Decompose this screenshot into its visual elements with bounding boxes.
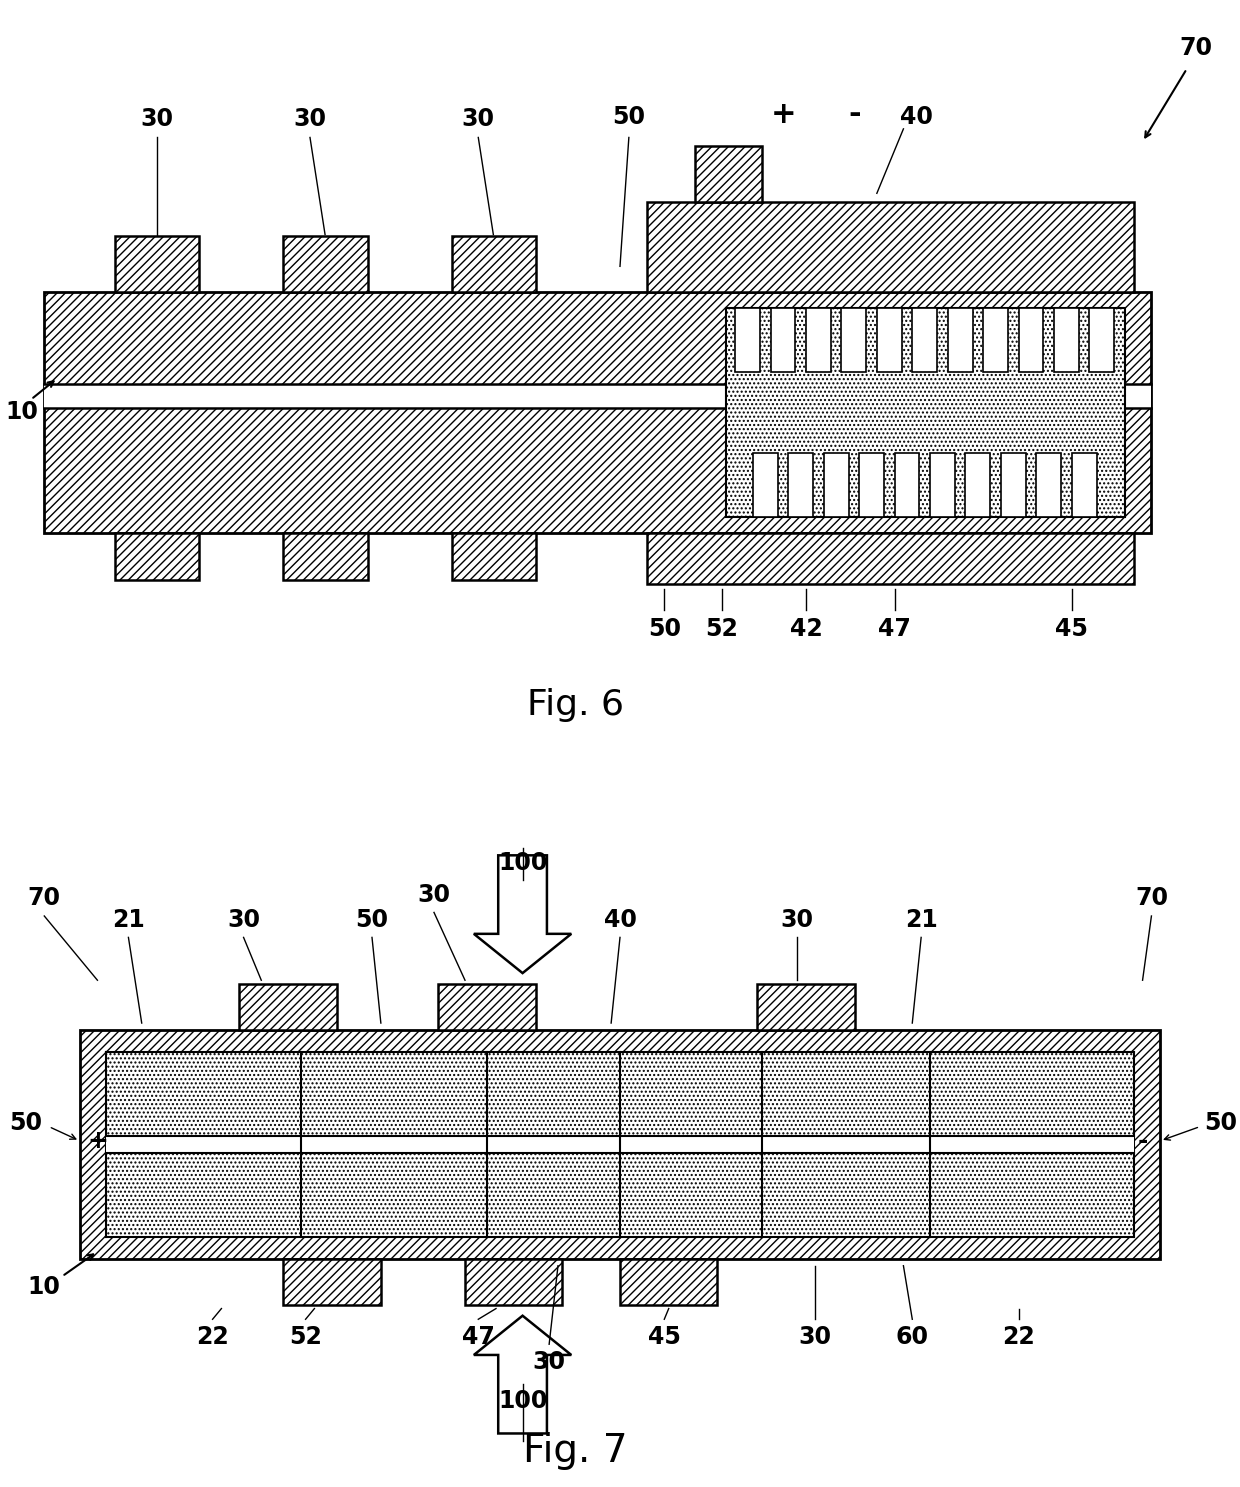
Text: 40: 40	[900, 106, 934, 129]
Text: -: -	[848, 100, 861, 129]
FancyArrow shape	[474, 855, 572, 972]
Text: 45: 45	[647, 1325, 681, 1349]
Bar	[45, 291, 1152, 532]
Text: 47: 47	[878, 617, 911, 641]
Bar	[877, 308, 901, 372]
Bar	[620, 1258, 718, 1306]
Text: 40: 40	[604, 907, 636, 932]
Text: 30: 30	[799, 1325, 831, 1349]
Text: 50: 50	[647, 617, 681, 641]
Bar	[753, 452, 777, 517]
Text: 50: 50	[1204, 1111, 1238, 1135]
Bar	[1090, 308, 1115, 372]
Text: 100: 100	[498, 851, 547, 874]
Bar	[239, 984, 336, 1030]
Text: 30: 30	[533, 1350, 565, 1374]
Bar	[806, 308, 831, 372]
Bar	[439, 984, 536, 1030]
Text: 50: 50	[356, 907, 388, 932]
Bar	[727, 308, 1125, 517]
Bar	[79, 1030, 1161, 1258]
Bar	[451, 532, 536, 580]
Text: 70: 70	[1135, 886, 1168, 910]
Bar	[1071, 452, 1096, 517]
Text: 21: 21	[905, 907, 937, 932]
Text: +: +	[87, 1129, 108, 1152]
Bar	[284, 1258, 381, 1306]
Text: 47: 47	[461, 1325, 495, 1349]
Text: 70: 70	[1179, 36, 1213, 59]
Text: Fig. 7: Fig. 7	[523, 1432, 627, 1471]
Bar	[789, 452, 813, 517]
Bar	[115, 236, 200, 291]
Text: +: +	[771, 100, 796, 129]
Text: 45: 45	[1055, 617, 1089, 641]
Bar	[770, 308, 795, 372]
Bar	[465, 1258, 563, 1306]
Text: 100: 100	[498, 1389, 547, 1413]
Text: 22: 22	[196, 1325, 229, 1349]
FancyArrow shape	[474, 1316, 572, 1433]
Text: 30: 30	[294, 107, 326, 131]
Text: 30: 30	[781, 907, 813, 932]
Text: 50: 50	[9, 1111, 42, 1135]
Bar	[735, 308, 760, 372]
Text: 10: 10	[27, 1276, 61, 1300]
Text: 52: 52	[706, 617, 738, 641]
Text: 50: 50	[613, 106, 645, 129]
Bar	[913, 308, 937, 372]
Bar	[107, 1051, 1133, 1237]
Text: 10: 10	[6, 400, 38, 424]
Bar	[1001, 452, 1025, 517]
Text: 30: 30	[461, 107, 495, 131]
Bar	[45, 384, 1152, 407]
Text: 22: 22	[1002, 1325, 1035, 1349]
Bar	[983, 308, 1008, 372]
Bar	[646, 202, 1133, 291]
Bar	[284, 532, 367, 580]
Bar	[966, 452, 991, 517]
Text: 30: 30	[140, 107, 174, 131]
Text: 52: 52	[289, 1325, 322, 1349]
Bar	[758, 984, 854, 1030]
Bar	[1054, 308, 1079, 372]
Bar	[823, 452, 848, 517]
Bar	[947, 308, 972, 372]
Bar	[859, 452, 884, 517]
Text: 30: 30	[227, 907, 260, 932]
Bar	[894, 452, 919, 517]
Text: 60: 60	[895, 1325, 929, 1349]
Bar	[646, 532, 1133, 584]
Text: Fig. 6: Fig. 6	[527, 687, 624, 721]
Bar	[107, 1136, 1133, 1152]
Bar	[930, 452, 955, 517]
Text: 42: 42	[790, 617, 822, 641]
Bar	[284, 236, 367, 291]
Text: -: -	[1137, 1129, 1148, 1152]
Bar	[115, 532, 200, 580]
Bar	[451, 236, 536, 291]
Bar	[1037, 452, 1061, 517]
Bar	[696, 146, 761, 202]
Text: 70: 70	[27, 886, 61, 910]
Bar	[1018, 308, 1043, 372]
Text: 30: 30	[418, 883, 450, 907]
Text: 21: 21	[112, 907, 145, 932]
Bar	[842, 308, 867, 372]
